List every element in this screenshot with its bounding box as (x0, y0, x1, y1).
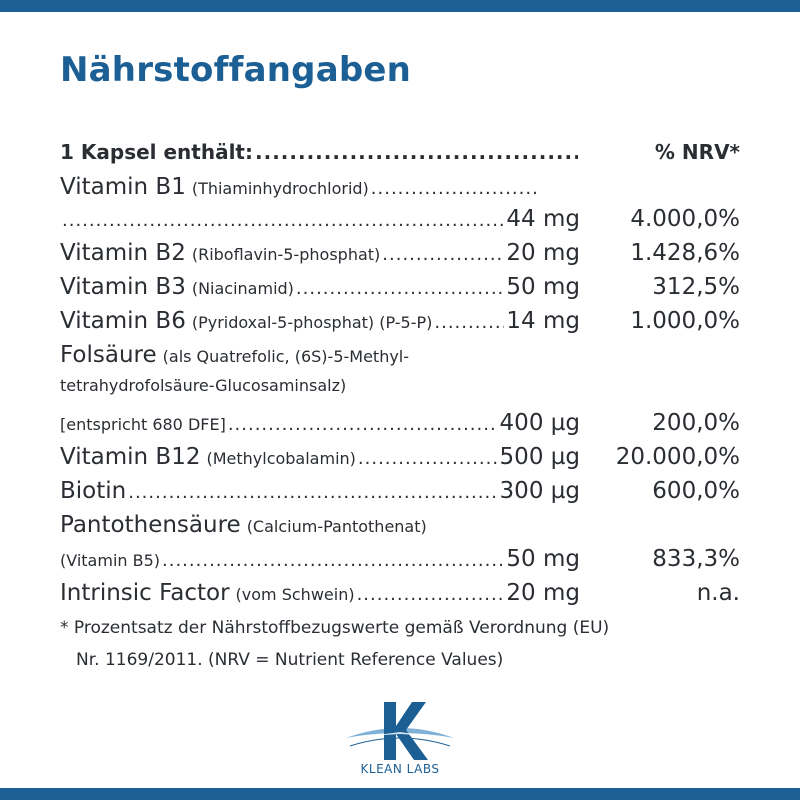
leader-dots (371, 178, 536, 199)
nutrient-amount: 50 mg (506, 274, 580, 300)
nutrient-amount: 20 mg (506, 240, 580, 266)
nutrient-amount: 20 mg (506, 580, 580, 606)
nutrient-nrv: 600,0% (652, 478, 740, 504)
nutrient-detail: (Calcium-Pantothenat) (246, 517, 427, 536)
nutrient-amount: 500 µg (499, 444, 580, 470)
nutrient-name: Vitamin B2 (60, 240, 186, 266)
table-row-b3: Vitamin B3 (Niacinamid) 50 mg 312,5% (60, 274, 740, 312)
nutrient-nrv: 200,0% (652, 410, 740, 436)
nutrient-detail: (vom Schwein) (235, 585, 355, 604)
bottom-border (0, 788, 800, 800)
footnote-line-1: * Prozentsatz der Nährstoffbezugswerte g… (60, 618, 610, 638)
nutrient-name: Pantothensäure (60, 512, 241, 538)
table-row-b1: 44 mg 4.000,0% (60, 206, 740, 244)
table-row-panto: (Vitamin B5) 50 mg 833,3% (60, 546, 740, 584)
table-header: 1 Kapsel enthält: % NRV* (60, 140, 740, 178)
table-row-b1-label: Vitamin B1 (Thiaminhydrochlorid) (60, 174, 740, 212)
nutrient-detail: [entspricht 680 DFE] (60, 415, 226, 434)
nutrient-nrv: n.a. (696, 580, 740, 606)
header-label: 1 Kapsel enthält: (60, 140, 253, 164)
nutrient-name: Vitamin B3 (60, 274, 186, 300)
table-row-biotin: Biotin 300 µg 600,0% (60, 478, 740, 516)
nutrient-amount: 50 mg (506, 546, 580, 572)
leader-dots (434, 312, 504, 333)
table-row-folic-label: Folsäure (als Quatrefolic, (6S)-5-Methyl… (60, 342, 740, 380)
table-row-panto-label: Pantothensäure (Calcium-Pantothenat) (60, 512, 740, 550)
leader-dots (357, 584, 505, 605)
nutrient-nrv: 833,3% (652, 546, 740, 572)
nutrient-detail: (Riboflavin-5-phosphat) (191, 245, 381, 264)
nutrient-name: Folsäure (60, 342, 157, 368)
header-nrv: % NRV* (654, 140, 740, 164)
nutrient-detail: tetrahydrofolsäure-Glucosaminsalz) (60, 376, 347, 395)
table-row-folic: [entspricht 680 DFE] 400 µg 200,0% (60, 410, 740, 448)
klean-labs-logo: KLEAN LABS (340, 700, 460, 780)
leader-dots (382, 244, 504, 265)
nutrient-name: Vitamin B1 (60, 174, 186, 200)
leader-dots (255, 140, 578, 164)
nutrient-nrv: 1.428,6% (630, 240, 740, 266)
table-row-b6: Vitamin B6 (Pyridoxal-5-phosphat) (P-5-P… (60, 308, 740, 346)
leader-dots (358, 448, 498, 469)
nutrient-amount: 300 µg (499, 478, 580, 504)
nutrient-name: Vitamin B12 (60, 444, 201, 470)
leader-dots (128, 482, 497, 503)
nutrient-detail: (Vitamin B5) (60, 551, 161, 570)
table-row-b12: Vitamin B12 (Methylcobalamin) 500 µg 20.… (60, 444, 740, 482)
nutrient-amount: 400 µg (499, 410, 580, 436)
nutrient-name: Biotin (60, 478, 127, 504)
nutrient-name: Intrinsic Factor (60, 580, 230, 606)
logo-k-icon (346, 702, 454, 760)
table-row-b2: Vitamin B2 (Riboflavin-5-phosphat) 20 mg… (60, 240, 740, 278)
leader-dots (228, 414, 498, 435)
leader-dots (62, 210, 504, 231)
nutrient-amount: 14 mg (506, 308, 580, 334)
nutrient-detail: (Niacinamid) (191, 279, 294, 298)
nutrient-detail: (Pyridoxal-5-phosphat) (P-5-P) (191, 313, 433, 332)
nutrient-detail: (als Quatrefolic, (6S)-5-Methyl- (162, 347, 410, 366)
leader-dots (296, 278, 505, 299)
nutrient-name: Vitamin B6 (60, 308, 186, 334)
logo-text: KLEAN LABS (360, 762, 440, 776)
table-row-folic-detail: tetrahydrofolsäure-Glucosaminsalz) (60, 376, 740, 414)
page-title: Nährstoffangaben (60, 50, 412, 90)
nutrient-nrv: 1.000,0% (630, 308, 740, 334)
nutrient-amount: 44 mg (506, 206, 580, 232)
top-border (0, 0, 800, 12)
nutrient-nrv: 4.000,0% (630, 206, 740, 232)
footnote-line-2: Nr. 1169/2011. (NRV = Nutrient Reference… (76, 650, 504, 670)
nutrient-nrv: 20.000,0% (615, 444, 740, 470)
leader-dots (162, 550, 504, 571)
table-row-intrinsic: Intrinsic Factor (vom Schwein) 20 mg n.a… (60, 580, 740, 618)
nutrient-nrv: 312,5% (652, 274, 740, 300)
nutrient-detail: (Thiaminhydrochlorid) (191, 179, 369, 198)
nutrient-detail: (Methylcobalamin) (206, 449, 356, 468)
